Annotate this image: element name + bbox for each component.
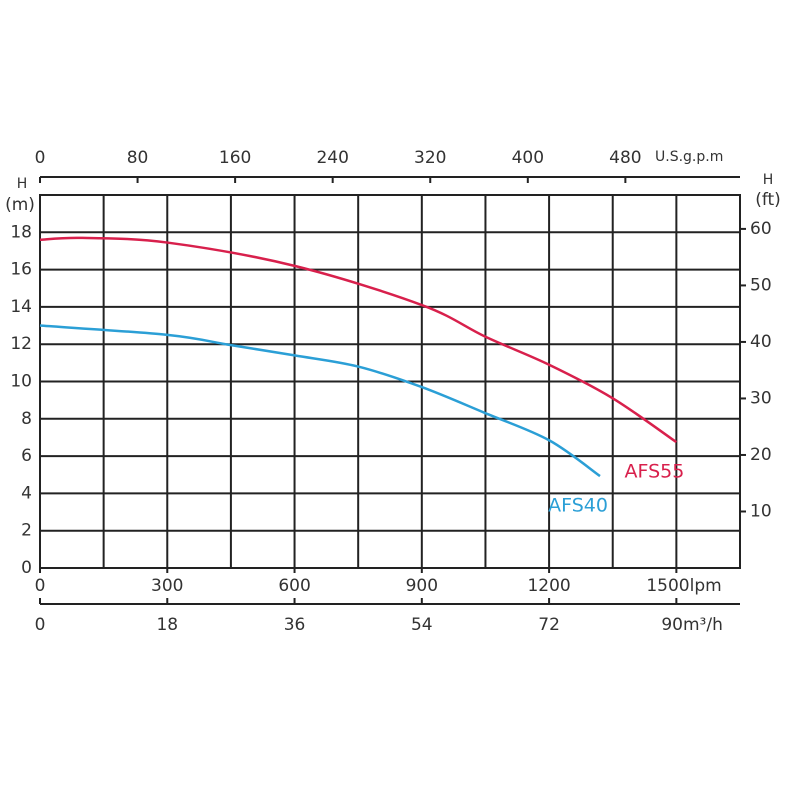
y2-tick-label: 60 — [750, 219, 772, 239]
y-tick-label: 6 — [21, 446, 32, 466]
x2-tick-label: 240 — [316, 148, 348, 168]
x2-tick-label: 80 — [127, 148, 149, 168]
y2-tick-label: 40 — [750, 332, 772, 352]
y-axis-unit: (m) — [5, 195, 35, 215]
y-axis-label: H — [17, 176, 28, 192]
y-tick-label: 16 — [10, 260, 32, 280]
curve — [39, 236, 678, 444]
x-tick-label: 600 — [278, 576, 310, 596]
x-tick-label: 300 — [151, 576, 183, 596]
y2-tick-label: 50 — [750, 275, 772, 295]
y2-tick-label: 10 — [750, 501, 772, 521]
y-tick-label: 10 — [10, 372, 32, 392]
x-tick-label: 0 — [35, 576, 46, 596]
y2-axis-label: H — [763, 172, 774, 188]
y-tick-label: 14 — [10, 297, 32, 317]
x3-tick-label: 90m³/h — [661, 615, 723, 635]
y-tick-label: 18 — [10, 222, 32, 242]
y-tick-label: 2 — [21, 521, 32, 541]
y-tick-label: 0 — [21, 558, 32, 578]
x2-tick-label: 0 — [35, 148, 46, 168]
x-tick-label: 1200 — [527, 576, 570, 596]
y2-axis-unit: (ft) — [755, 190, 781, 210]
y2-tick-label: 30 — [750, 388, 772, 408]
y-tick-label: 4 — [21, 483, 32, 503]
series-label: AFS55 — [625, 461, 685, 483]
x3-tick-label: 54 — [411, 615, 433, 635]
y-tick-label: 8 — [21, 409, 32, 429]
x2-tick-label: 320 — [414, 148, 446, 168]
x3-tick-label: 0 — [35, 615, 46, 635]
x3-tick-label: 18 — [156, 615, 178, 635]
x2-axis-label: U.S.g.p.m — [655, 149, 723, 165]
x2-tick-label: 400 — [512, 148, 544, 168]
x3-tick-label: 36 — [284, 615, 306, 635]
curve — [39, 324, 601, 478]
x3-tick-label: 72 — [538, 615, 560, 635]
y2-tick-label: 20 — [750, 445, 772, 465]
y-tick-label: 12 — [10, 334, 32, 354]
x-tick-label: 900 — [406, 576, 438, 596]
series-label: AFS40 — [548, 495, 608, 517]
x-tick-label: 1500lpm — [646, 576, 721, 596]
x2-tick-label: 160 — [219, 148, 251, 168]
x2-tick-label: 480 — [609, 148, 641, 168]
